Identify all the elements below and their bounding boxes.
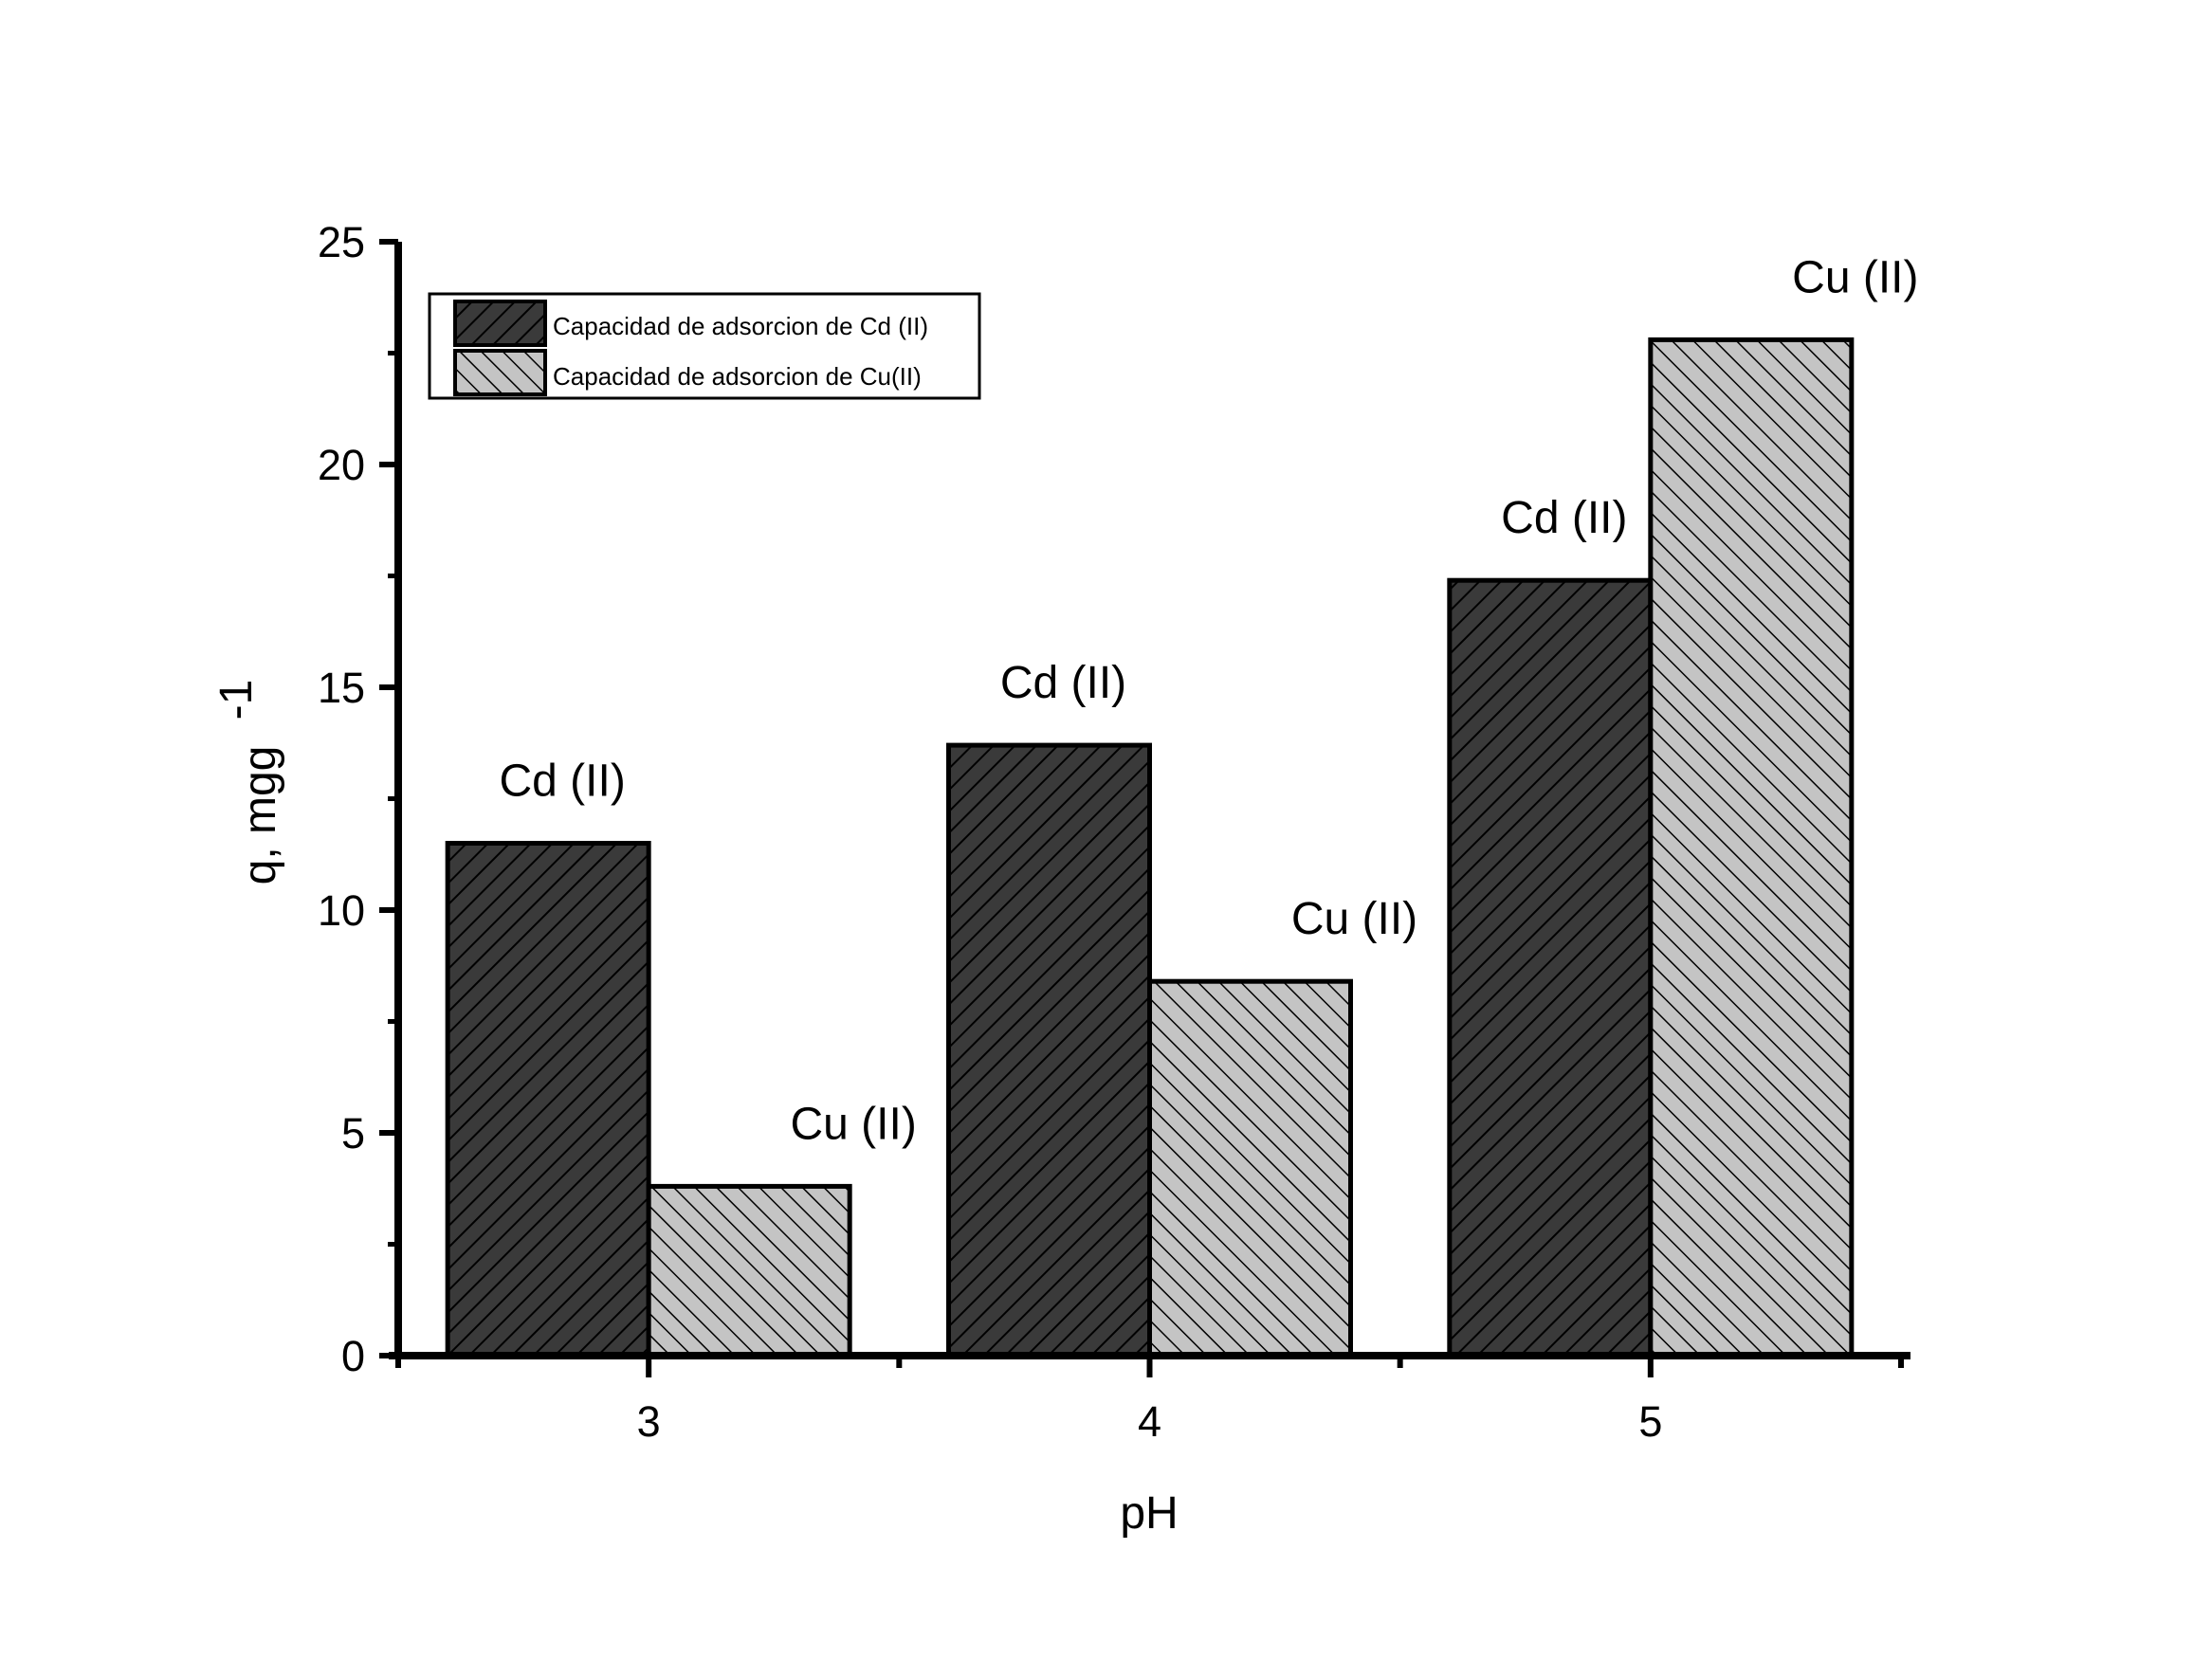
bar-cd-ph4	[946, 742, 1152, 1358]
bar-label-cd-ph4: Cd (II)	[1000, 658, 1126, 708]
legend-label-cu: Capacidad de adsorcion de Cu(II)	[553, 362, 922, 391]
x-tick-label-5: 5	[1638, 1397, 1662, 1446]
bar-label-cd-ph5: Cd (II)	[1501, 493, 1627, 543]
y-axis-title-superscript: -1	[211, 680, 262, 720]
y-tick-label-5: 5	[341, 1109, 365, 1158]
legend-label-cd: Capacidad de adsorcion de Cd (II)	[553, 312, 928, 340]
bar-label-cd-ph3: Cd (II)	[499, 757, 625, 807]
y-tick-label-25: 25	[318, 218, 365, 266]
bar-cu-ph5	[1648, 337, 1855, 1358]
x-axis-title: pH	[1120, 1488, 1178, 1539]
bar-cu-ph4	[1147, 978, 1353, 1358]
bar-labels-group: Cd (II) Cu (II) Cd (II) Cu (II) Cd (II) Cu (I…	[499, 252, 1918, 1149]
x-tick-label-3: 3	[637, 1397, 661, 1446]
y-axis-title: q, mgg	[235, 746, 285, 885]
x-tick-label-4: 4	[1138, 1397, 1161, 1446]
legend: Capacidad de adsorcion de Cd (II) Capaci…	[428, 292, 981, 400]
bar-label-cu-ph3: Cu (II)	[790, 1099, 916, 1149]
x-ticks-group: 3 4 5	[395, 1356, 1904, 1446]
bar-cd-ph3	[445, 841, 651, 1358]
bar-label-cu-ph4: Cu (II)	[1291, 894, 1417, 944]
legend-swatch-cu	[453, 349, 547, 396]
bar-label-cu-ph5: Cu (II)	[1792, 252, 1918, 302]
bar-cd-ph5	[1447, 577, 1654, 1358]
legend-swatch-cd	[453, 300, 547, 347]
y-ticks-group: 0 5 10 15 20 25	[318, 218, 398, 1380]
y-tick-label-0: 0	[341, 1332, 365, 1380]
bars-group	[445, 337, 1855, 1358]
y-tick-label-20: 20	[318, 441, 365, 489]
bar-cu-ph3	[646, 1183, 852, 1358]
y-tick-label-15: 15	[318, 664, 365, 712]
y-tick-label-10: 10	[318, 886, 365, 935]
